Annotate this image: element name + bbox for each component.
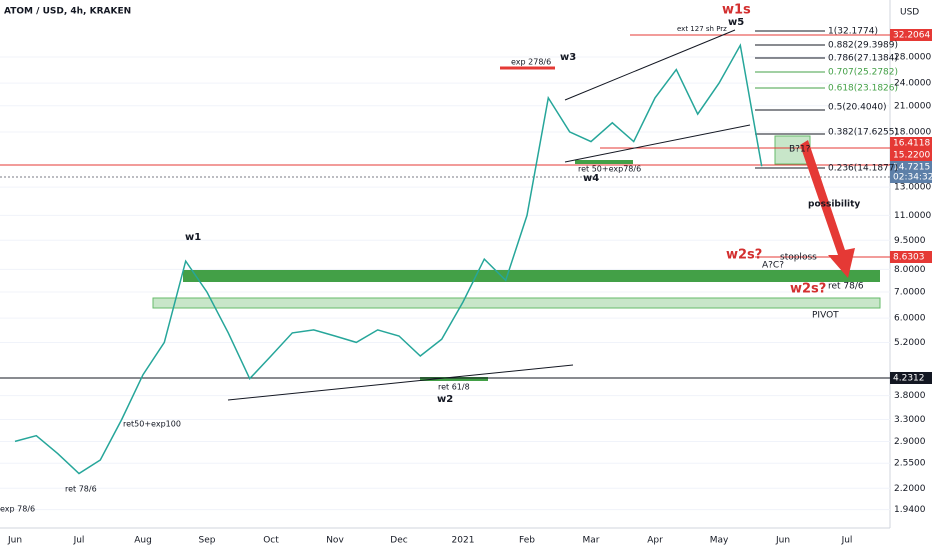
price-tag-bg [890,29,932,41]
y-tick-label: 2.9000 [894,437,926,447]
x-tick-label: Jul [73,536,85,546]
title: ATOM / USD, 4h, KRAKEN [4,7,131,17]
price-tag: 14.7215 [893,163,930,173]
annotation: ret 78/6 [828,282,864,292]
annotation: A?C? [762,261,784,271]
ret-zone [575,160,633,164]
y-tick-label: 2.5500 [894,459,926,469]
y-tick-label: 3.8000 [894,391,926,401]
price-tag-bg [890,372,932,384]
fib-label: 0.5(20.4040) [828,103,887,113]
price-tag-bg [890,137,932,149]
annotation: w2s? [726,248,762,263]
x-tick-label: Jul [841,536,853,546]
y-tick-label: 6.0000 [894,314,926,324]
annotation: w2s? [790,282,826,297]
y-tick-label: 28.0000 [894,53,931,63]
x-tick-label: Oct [263,536,279,546]
annotation: possibility [808,200,860,210]
annotation: ret 50+exp78/6 [578,165,641,174]
x-tick-label: Apr [647,536,663,546]
x-tick-label: May [710,536,729,546]
x-tick-label: Feb [519,536,535,546]
price-line [14,43,763,475]
y-tick-label: 9.5000 [894,236,926,246]
price-tag: 8.6303 [893,253,925,263]
fib-label: 0.236(14.1877) [828,164,898,174]
y-tick-label: 21.0000 [894,101,931,111]
fib-label: 0.382(17.6255) [828,128,898,138]
fib-label: 1(32.1774) [828,27,878,37]
x-tick-label: Aug [134,536,152,546]
annotation: exp 278/6 [511,58,551,67]
y-tick-label: 11.0000 [894,211,931,221]
y-tick-label: 3.3000 [894,415,926,425]
annotation: w3 [560,52,576,63]
y-tick-label: 5.2000 [894,338,926,348]
support-zone [183,270,880,282]
y-tick-label: 2.2000 [894,484,926,494]
fib-lines [755,30,825,169]
ret-zone [420,377,488,381]
y-tick-label: 24.0000 [894,79,931,89]
annotation: w1 [185,232,201,243]
annotation: w2 [437,394,453,405]
price-tag-bg [890,251,932,263]
x-tick-label: Mar [583,536,600,546]
arrow [800,140,855,278]
fib-label: 0.882(29.3989) [828,41,898,51]
annotation: ret50+exp100 [123,420,181,429]
annotation: PIVOT [812,311,839,321]
price-tag: 15.2200 [893,151,930,161]
price-tag: 16.4118 [893,139,930,149]
annotation: ext 127 sh Prz [677,25,727,33]
y-tick-label: 8.0000 [894,265,926,275]
annotation: w5 [728,17,744,28]
fib-label: 0.786(27.1384) [828,54,898,64]
currency: USD [900,8,919,18]
y-tick-label: 18.0000 [894,127,931,137]
price-tag: 4.2312 [893,374,925,384]
annotation: ret 61/8 [438,383,470,392]
trend-line [564,124,751,163]
trend-line [564,29,736,101]
y-tick-label: 7.0000 [894,288,926,298]
price-tag: 32.2064 [893,31,930,41]
x-tick-label: Jun [775,536,790,546]
y-tick-label: 1.9400 [894,505,926,515]
x-tick-label: 2021 [452,536,475,546]
price-tag-bg [890,161,932,183]
annotation: w1s [722,3,751,18]
price-tag-bg [890,149,932,161]
fib-label: 0.618(23.1826) [828,84,898,94]
x-tick-label: Nov [326,536,344,546]
annotation: exp 78/6 [0,505,35,514]
countdown: 02:34:32 [893,173,932,183]
x-tick-label: Sep [199,536,216,546]
annotation: stoploss [780,253,817,263]
x-tick-label: Dec [390,536,407,546]
pivot-zone [152,297,881,309]
x-tick-label: Jun [7,536,22,546]
y-tick-label: 13.0000 [894,183,931,193]
fib-label: 0.707(25.2782) [828,68,898,78]
trend-line [227,364,574,401]
annotation: B?1? [789,145,811,155]
annotation: ret 78/6 [65,485,97,494]
annotation: w4 [583,173,599,184]
